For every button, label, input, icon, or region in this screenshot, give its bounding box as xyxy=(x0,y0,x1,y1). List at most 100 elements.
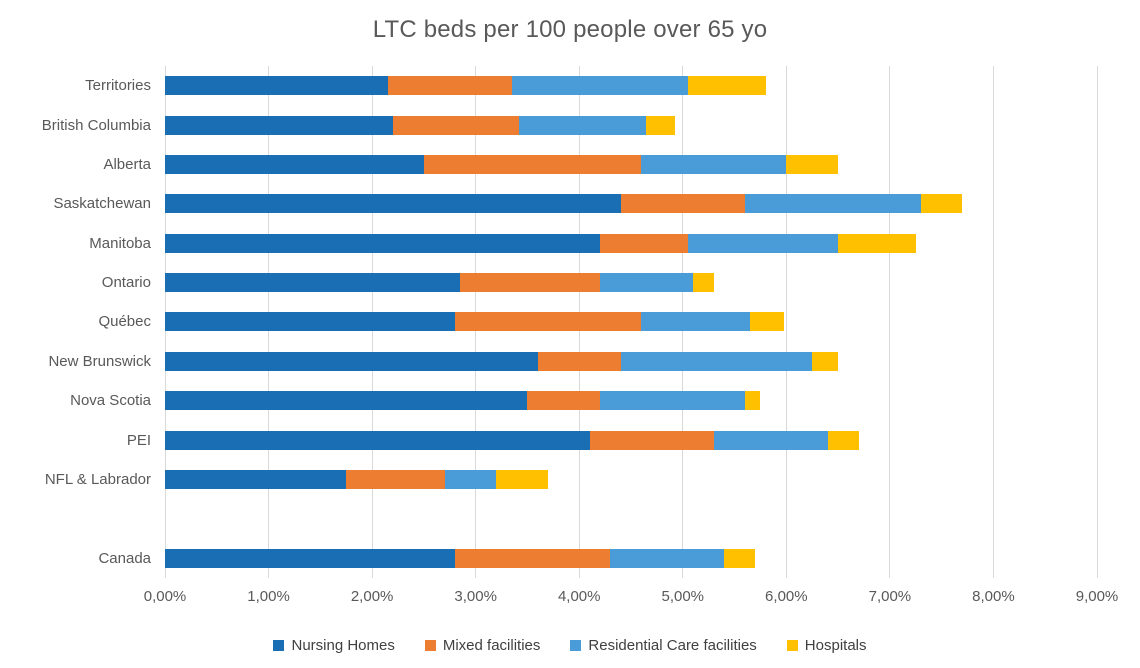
bar-row-manitoba: Manitoba xyxy=(0,224,1140,263)
bar-row-british-columbia: British Columbia xyxy=(0,105,1140,144)
bar-segment-ontario-hospitals[interactable] xyxy=(693,273,714,293)
bar-segment-new-brunswick-residential-care-facilities[interactable] xyxy=(620,351,813,371)
category-label-territories: Territories xyxy=(85,77,151,95)
bar-segment-new-brunswick-mixed-facilities[interactable] xyxy=(537,351,621,371)
bar-segment-nova-scotia-nursing-homes[interactable] xyxy=(165,391,528,411)
bar-stack-new-brunswick xyxy=(165,351,839,371)
gridline-8 xyxy=(992,66,994,578)
category-label-ontario: Ontario xyxy=(101,274,151,292)
bar-segment-alberta-nursing-homes[interactable] xyxy=(165,154,424,174)
gridline-7 xyxy=(889,66,891,578)
legend-item-mixed-facilities[interactable]: Mixed facilities xyxy=(424,637,541,654)
bar-segment-pei-hospitals[interactable] xyxy=(827,430,859,450)
bar-segment-territories-hospitals[interactable] xyxy=(687,76,766,96)
bar-segment-territories-nursing-homes[interactable] xyxy=(165,76,388,96)
category-label-alberta: Alberta xyxy=(103,155,151,173)
bar-segment-saskatchewan-hospitals[interactable] xyxy=(920,194,963,214)
bar-segment-manitoba-hospitals[interactable] xyxy=(838,233,916,253)
bar-segment-canada-mixed-facilities[interactable] xyxy=(455,548,611,568)
bar-segment-nova-scotia-hospitals[interactable] xyxy=(744,391,761,411)
bar-segment-ontario-nursing-homes[interactable] xyxy=(165,273,461,293)
x-tick-label-4: 4,00% xyxy=(557,588,601,605)
x-tick-label-8: 8,00% xyxy=(972,588,1015,605)
bar-segment-british-columbia-residential-care-facilities[interactable] xyxy=(519,115,647,135)
bar-segment-alberta-mixed-facilities[interactable] xyxy=(423,154,642,174)
legend-swatch-hospitals xyxy=(786,640,798,651)
bar-segment-nova-scotia-mixed-facilities[interactable] xyxy=(527,391,600,411)
bar-segment-nfl-labrador-mixed-facilities[interactable] xyxy=(346,470,445,490)
x-axis-tick-labels: 0,00% 1,00% 2,00% 3,00% 4,00% 5,00% 6,00% 7,00%… xyxy=(144,588,1119,608)
bar-row-saskatchewan: Saskatchewan xyxy=(0,184,1140,223)
bar-segment-nfl-labrador-hospitals[interactable] xyxy=(496,470,549,490)
legend-item-nursing-homes[interactable]: Nursing Homes xyxy=(273,637,395,654)
bar-segment-nova-scotia-residential-care-facilities[interactable] xyxy=(599,391,745,411)
bar-row-alberta: Alberta xyxy=(0,145,1140,184)
x-tick-label-0: 0,00% xyxy=(143,588,187,605)
bar-stack-qu-bec xyxy=(165,312,785,332)
x-tick-label-1: 1,00% xyxy=(247,588,290,605)
bar-segment-ontario-mixed-facilities[interactable] xyxy=(460,273,600,293)
chart-title: LTC beds per 100 people over 65 yo xyxy=(372,16,768,43)
bar-segment-british-columbia-mixed-facilities[interactable] xyxy=(392,115,520,135)
bar-segment-pei-nursing-homes[interactable] xyxy=(165,430,590,450)
x-tick-label-3: 3,00% xyxy=(454,588,497,605)
bar-row-nova-scotia: Nova Scotia xyxy=(0,381,1140,420)
bar-segment-manitoba-residential-care-facilities[interactable] xyxy=(687,233,839,253)
legend-item-hospitals[interactable]: Hospitals xyxy=(786,637,867,654)
bar-segment-saskatchewan-nursing-homes[interactable] xyxy=(165,194,621,214)
bar-stack-territories xyxy=(165,76,766,96)
bar-segment-saskatchewan-residential-care-facilities[interactable] xyxy=(744,194,921,214)
category-label-manitoba: Manitoba xyxy=(89,234,151,252)
bar-row-ontario: Ontario xyxy=(0,263,1140,302)
bar-segment-british-columbia-nursing-homes[interactable] xyxy=(165,115,393,135)
x-tick-label-9: 9,00% xyxy=(1075,588,1119,605)
bar-segment-new-brunswick-hospitals[interactable] xyxy=(812,351,839,371)
category-label-new-brunswick: New Brunswick xyxy=(48,352,151,370)
bar-segment-pei-mixed-facilities[interactable] xyxy=(589,430,714,450)
bar-segment-territories-mixed-facilities[interactable] xyxy=(387,76,512,96)
category-label-nfl-labrador: NFL & Labrador xyxy=(44,471,151,489)
bar-segment-manitoba-nursing-homes[interactable] xyxy=(165,233,600,253)
bar-segment-canada-hospitals[interactable] xyxy=(724,548,756,568)
bar-segment-alberta-hospitals[interactable] xyxy=(786,154,839,174)
bar-stack-saskatchewan xyxy=(165,194,963,214)
bar-stack-manitoba xyxy=(165,233,916,253)
bar-stack-british-columbia xyxy=(165,115,676,135)
bar-segment-nfl-labrador-nursing-homes[interactable] xyxy=(165,470,347,490)
legend-label-mixed-facilities: Mixed facilities xyxy=(442,637,541,654)
bar-row-territories: Territories xyxy=(0,66,1140,105)
bar-segment-pei-residential-care-facilities[interactable] xyxy=(713,430,828,450)
bar-segment-qu-bec-residential-care-facilities[interactable] xyxy=(641,312,751,332)
bar-segment-nfl-labrador-residential-care-facilities[interactable] xyxy=(444,470,497,490)
legend-label-residential-care-facilities: Residential Care facilities xyxy=(588,637,757,654)
legend-swatch-residential-care-facilities xyxy=(570,640,582,651)
bar-segment-territories-residential-care-facilities[interactable] xyxy=(511,76,688,96)
category-label-saskatchewan: Saskatchewan xyxy=(53,195,151,213)
bar-row-new-brunswick: New Brunswick xyxy=(0,342,1140,381)
bar-segment-qu-bec-hospitals[interactable] xyxy=(750,312,785,332)
legend-item-residential-care-facilities[interactable]: Residential Care facilities xyxy=(570,637,757,654)
bar-segment-ontario-residential-care-facilities[interactable] xyxy=(599,273,694,293)
gridline-9 xyxy=(1096,66,1098,578)
gridline-6 xyxy=(785,66,787,578)
bar-segment-alberta-residential-care-facilities[interactable] xyxy=(641,154,787,174)
bar-stack-ontario xyxy=(165,273,714,293)
bar-segment-new-brunswick-nursing-homes[interactable] xyxy=(165,351,538,371)
bar-segment-canada-nursing-homes[interactable] xyxy=(165,548,455,568)
bar-rows-layer: Territories British Columbia Alberta Saskat… xyxy=(0,66,1140,578)
bar-segment-british-columbia-hospitals[interactable] xyxy=(646,115,676,135)
bar-segment-saskatchewan-mixed-facilities[interactable] xyxy=(620,194,745,214)
bar-segment-qu-bec-mixed-facilities[interactable] xyxy=(455,312,642,332)
legend-label-nursing-homes: Nursing Homes xyxy=(291,637,395,654)
bar-stack-nova-scotia xyxy=(165,391,761,411)
bar-row-canada: Canada xyxy=(0,539,1140,578)
x-tick-label-7: 7,00% xyxy=(868,588,912,605)
legend-swatch-mixed-facilities xyxy=(424,640,436,651)
bar-stack-canada xyxy=(165,548,756,568)
bar-stack-nfl-labrador xyxy=(165,470,549,490)
bar-segment-manitoba-mixed-facilities[interactable] xyxy=(599,233,688,253)
category-label-nova-scotia: Nova Scotia xyxy=(70,392,151,410)
bar-segment-qu-bec-nursing-homes[interactable] xyxy=(165,312,455,332)
bar-segment-canada-residential-care-facilities[interactable] xyxy=(610,548,725,568)
